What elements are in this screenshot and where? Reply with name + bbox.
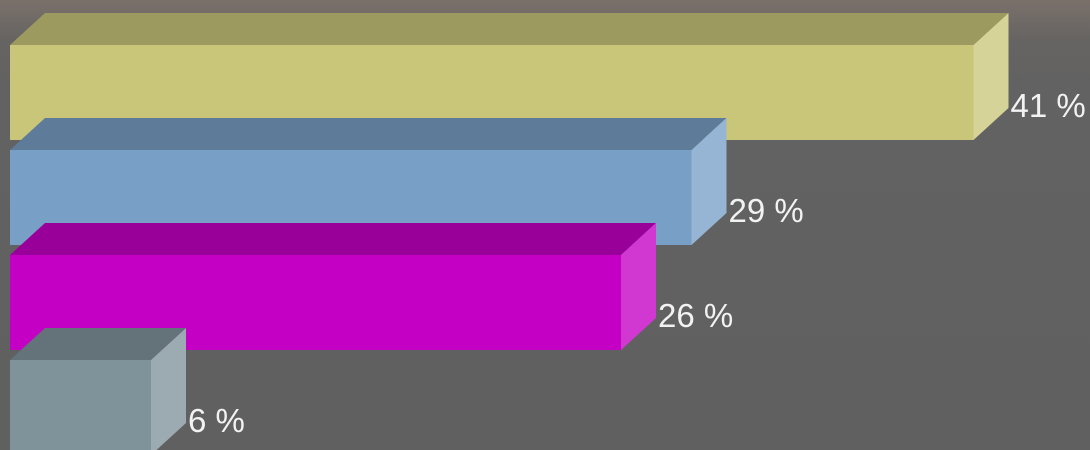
bar-front bbox=[10, 360, 151, 450]
bar-top bbox=[10, 328, 186, 360]
data-label-4: 6 % bbox=[188, 402, 245, 439]
data-label-3: 26 % bbox=[658, 297, 733, 334]
bar-side bbox=[973, 13, 1009, 140]
bar-side bbox=[621, 223, 656, 350]
bar-side bbox=[151, 328, 186, 450]
bar-top bbox=[10, 13, 1009, 45]
bar-side bbox=[691, 118, 727, 245]
bar-top bbox=[10, 118, 727, 150]
data-label-2: 29 % bbox=[729, 192, 804, 229]
bar-top bbox=[10, 223, 656, 255]
bar-4 bbox=[10, 328, 186, 450]
data-label-1: 41 % bbox=[1011, 87, 1086, 124]
